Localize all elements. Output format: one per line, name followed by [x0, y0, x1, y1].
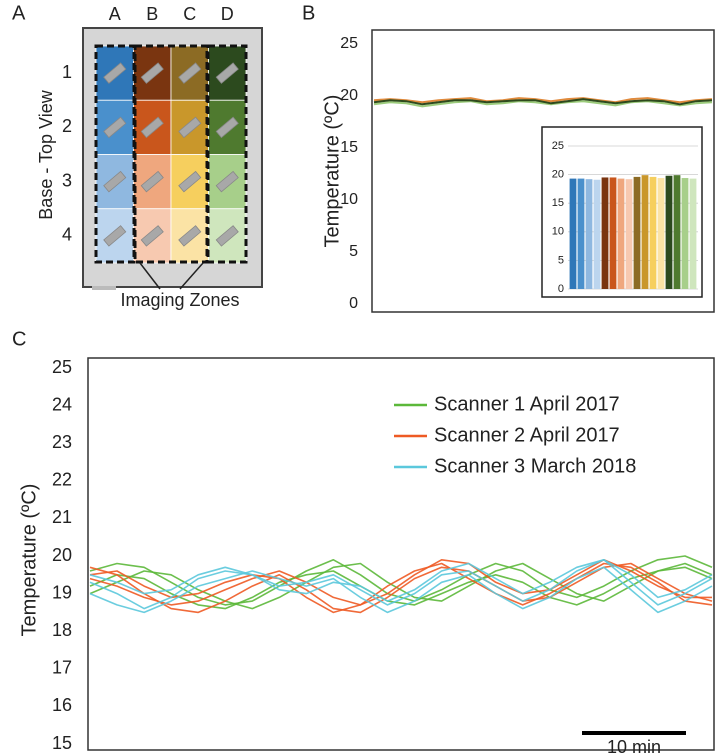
- y-tick-label: 0: [558, 283, 564, 295]
- bar: [578, 179, 585, 289]
- base-tab: [92, 286, 116, 290]
- y-tick-label: 22: [52, 470, 72, 490]
- y-tick-label: 21: [52, 507, 72, 527]
- column-label: C: [183, 4, 196, 24]
- plot-frame: [88, 358, 714, 750]
- column-label: A: [109, 4, 121, 24]
- bar: [666, 176, 673, 289]
- y-axis-label: Temperature (ºC): [321, 95, 343, 248]
- zones-label: Imaging Zones: [120, 290, 239, 310]
- y-tick-label: 17: [52, 658, 72, 678]
- y-tick-label: 24: [52, 394, 72, 414]
- y-tick-label: 15: [552, 197, 564, 209]
- column-label: B: [146, 4, 158, 24]
- y-tick-label: 5: [558, 254, 564, 266]
- scale-bar-label: 10 min: [607, 737, 661, 754]
- bar: [618, 179, 625, 289]
- row-label: 1: [62, 62, 72, 82]
- y-tick-label: 20: [552, 169, 564, 181]
- bar: [642, 175, 649, 289]
- side-label: Base - Top View: [36, 89, 56, 219]
- bar: [586, 179, 593, 289]
- legend-label: Scanner 3 March 2018: [434, 455, 636, 477]
- y-tick-label: 0: [349, 295, 358, 312]
- bar: [594, 180, 601, 289]
- y-tick-label: 16: [52, 695, 72, 715]
- panel-label: C: [12, 328, 26, 350]
- y-tick-label: 25: [340, 35, 358, 52]
- y-tick-label: 25: [552, 140, 564, 152]
- bar: [602, 177, 609, 289]
- panel-label: B: [302, 2, 315, 24]
- bar: [634, 177, 641, 289]
- y-tick-label: 20: [52, 545, 72, 565]
- y-tick-label: 10: [552, 226, 564, 238]
- y-tick-label: 23: [52, 432, 72, 452]
- y-tick-label: 15: [52, 733, 72, 753]
- y-tick-label: 25: [52, 357, 72, 377]
- y-tick-label: 18: [52, 620, 72, 640]
- legend-label: Scanner 2 April 2017: [434, 424, 620, 446]
- bar: [682, 178, 689, 289]
- bar: [570, 179, 577, 289]
- y-tick-label: 5: [349, 243, 358, 260]
- line-trace: [90, 564, 712, 613]
- bar: [626, 179, 633, 289]
- bar: [658, 178, 665, 289]
- row-label: 2: [62, 116, 72, 136]
- bar: [610, 177, 617, 289]
- row-label: 3: [62, 170, 72, 190]
- row-label: 4: [62, 225, 72, 245]
- panel-label: A: [12, 2, 26, 24]
- bar: [650, 177, 657, 289]
- y-tick-label: 19: [52, 582, 72, 602]
- bar: [674, 175, 681, 289]
- column-label: D: [221, 4, 234, 24]
- y-axis-label: Temperature (ºC): [18, 484, 40, 637]
- bar: [690, 179, 697, 289]
- legend-label: Scanner 1 April 2017: [434, 393, 620, 415]
